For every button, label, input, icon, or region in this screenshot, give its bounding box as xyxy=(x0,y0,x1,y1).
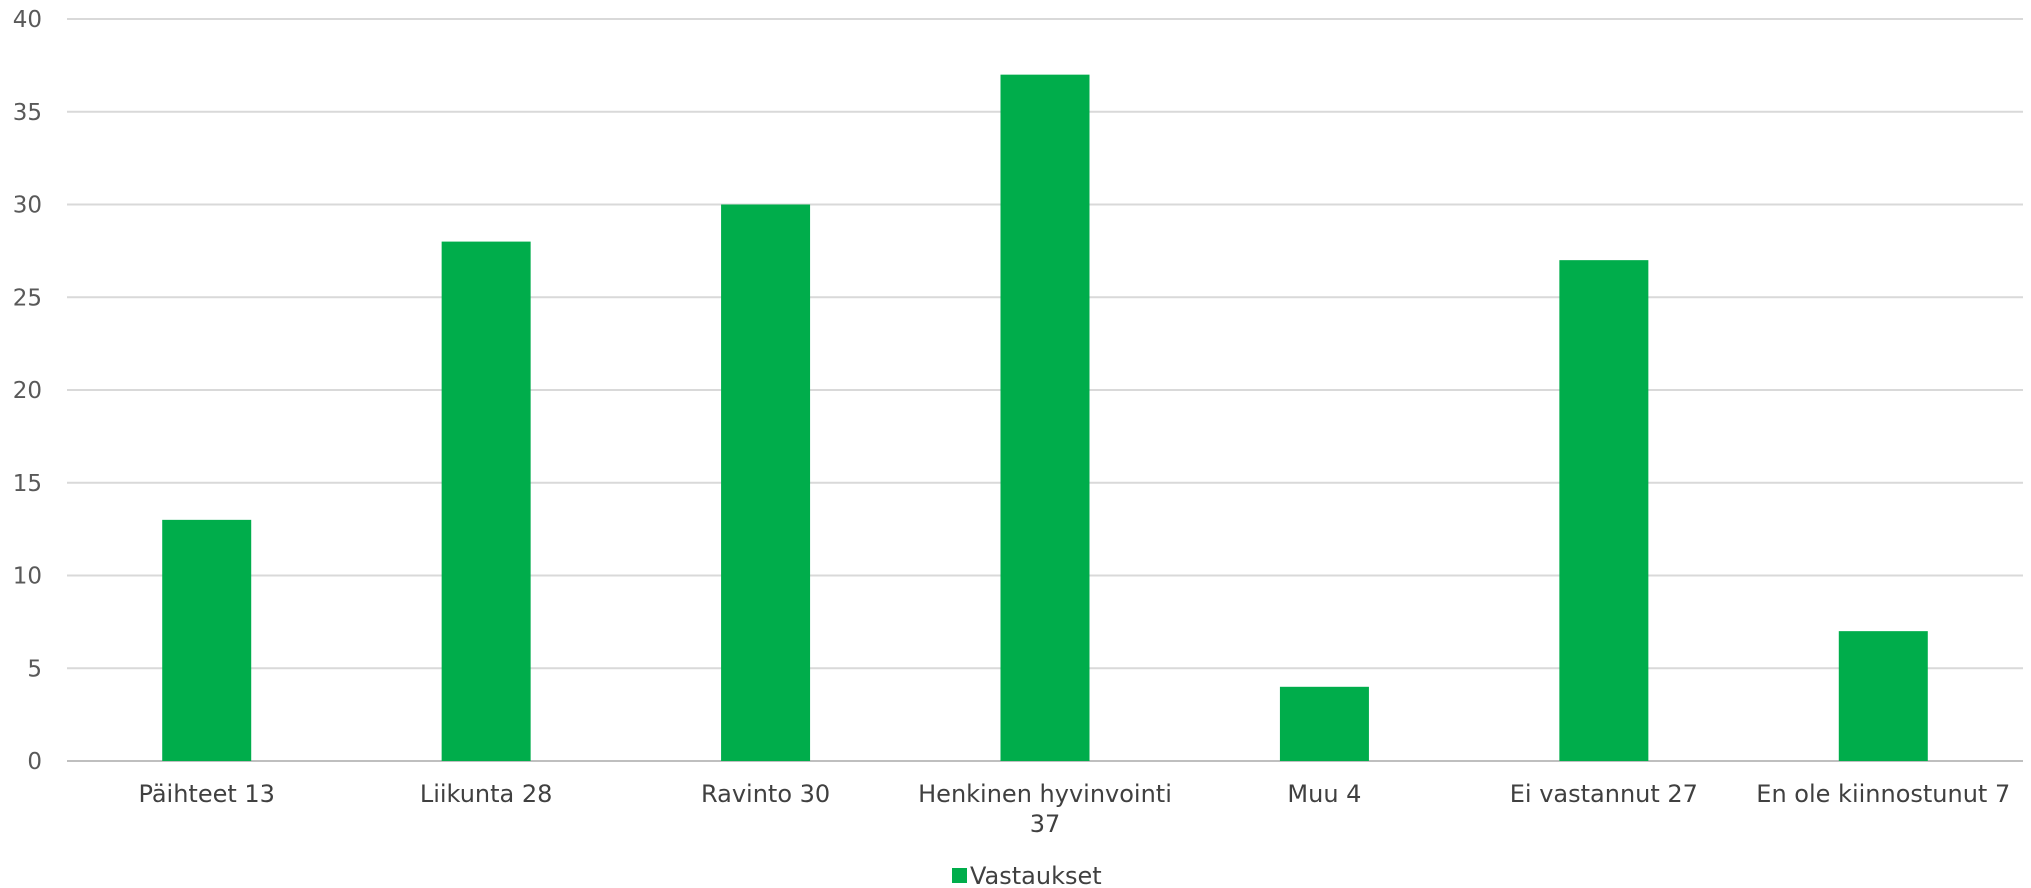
x-tick-label-line: Henkinen hyvinvointi xyxy=(918,780,1172,808)
y-tick-label-15: 15 xyxy=(13,471,42,497)
x-tick-label-line: Liikunta 28 xyxy=(420,780,553,808)
y-axis-ticks: 0 5 10 15 20 25 30 35 40 xyxy=(13,7,42,775)
bar-1 xyxy=(441,241,531,762)
bar-6 xyxy=(1838,631,1928,761)
legend: Vastaukset xyxy=(952,862,1102,888)
legend-label-vastaukset: Vastaukset xyxy=(970,862,1102,888)
bars xyxy=(162,74,1928,762)
x-axis-labels: Päihteet 13 Liikunta 28 Ravinto 30 Henkinen… xyxy=(138,780,2010,838)
y-tick-label-25: 25 xyxy=(13,285,42,311)
bar-3 xyxy=(1000,74,1090,761)
y-tick-label-0: 0 xyxy=(27,749,42,775)
x-tick-label-4: Muu 4 xyxy=(1287,780,1361,808)
y-tick-label-40: 40 xyxy=(13,7,42,33)
y-tick-label-30: 30 xyxy=(13,193,42,219)
y-tick-label-20: 20 xyxy=(13,378,42,404)
x-tick-label-line: Päihteet 13 xyxy=(138,780,275,808)
x-tick-label-3: Henkinen hyvinvointi 37 xyxy=(918,780,1172,838)
x-tick-label-0: Päihteet 13 xyxy=(138,780,275,808)
x-tick-label-line: Ei vastannut 27 xyxy=(1510,780,1698,808)
x-tick-label-1: Liikunta 28 xyxy=(420,780,553,808)
x-tick-label-line: En ole kiinnostunut 7 xyxy=(1756,780,2010,808)
x-tick-label-line: Muu 4 xyxy=(1287,780,1361,808)
x-tick-label-line: 37 xyxy=(1030,810,1061,838)
y-tick-label-10: 10 xyxy=(13,564,42,590)
x-tick-label-6: En ole kiinnostunut 7 xyxy=(1756,780,2010,808)
bar-2 xyxy=(721,204,811,761)
bar-0 xyxy=(162,519,252,761)
y-tick-label-5: 5 xyxy=(27,656,42,682)
x-tick-label-line: Ravinto 30 xyxy=(701,780,830,808)
bar-4 xyxy=(1279,686,1369,761)
legend-swatch-vastaukset xyxy=(952,868,967,883)
x-tick-label-5: Ei vastannut 27 xyxy=(1510,780,1698,808)
y-tick-label-35: 35 xyxy=(13,100,42,126)
x-tick-label-2: Ravinto 30 xyxy=(701,780,830,808)
bar-5 xyxy=(1559,260,1649,761)
